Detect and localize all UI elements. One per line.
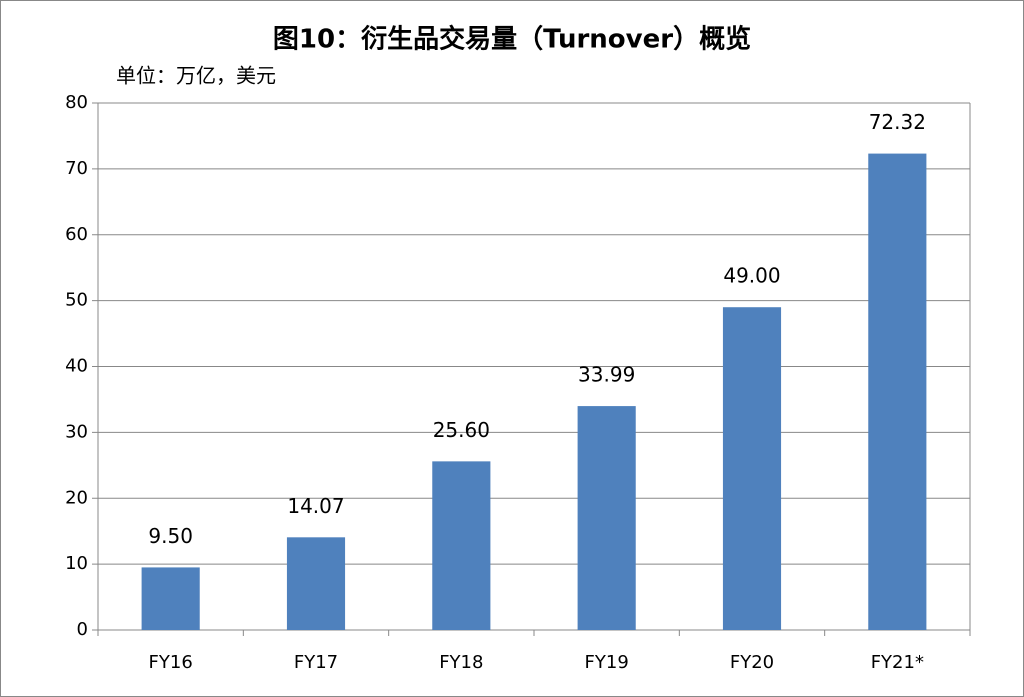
data-label: 49.00 — [723, 264, 780, 288]
x-tick-label: FY18 — [439, 652, 483, 673]
y-tick-label: 60 — [65, 224, 88, 245]
y-tick-label: 50 — [65, 290, 88, 311]
bar — [722, 307, 782, 630]
y-tick-label: 30 — [65, 421, 88, 442]
data-label: 72.32 — [869, 110, 926, 134]
data-label: 33.99 — [578, 363, 635, 387]
y-tick-label: 0 — [77, 619, 88, 640]
bar — [141, 567, 200, 630]
y-tick-label: 10 — [65, 553, 88, 574]
x-tick-label: FY17 — [294, 652, 338, 673]
data-label: 25.60 — [433, 418, 490, 442]
bar — [868, 153, 927, 631]
y-tick-label: 80 — [65, 92, 88, 113]
chart-subtitle: 单位：万亿，美元 — [116, 64, 276, 88]
chart-title: 图10：衍生品交易量（Turnover）概览 — [273, 24, 751, 55]
x-tick-label: FY16 — [149, 652, 193, 673]
bar — [432, 461, 491, 630]
data-label: 14.07 — [287, 494, 344, 518]
x-tick-label: FY19 — [585, 652, 629, 673]
y-tick-label: 20 — [65, 487, 88, 508]
y-tick-label: 40 — [65, 356, 88, 377]
bar — [286, 537, 346, 630]
x-tick-label: FY21* — [871, 652, 924, 673]
bar — [577, 406, 636, 630]
y-tick-label: 70 — [65, 158, 88, 179]
x-tick-label: FY20 — [730, 652, 774, 673]
data-label: 9.50 — [148, 524, 193, 548]
